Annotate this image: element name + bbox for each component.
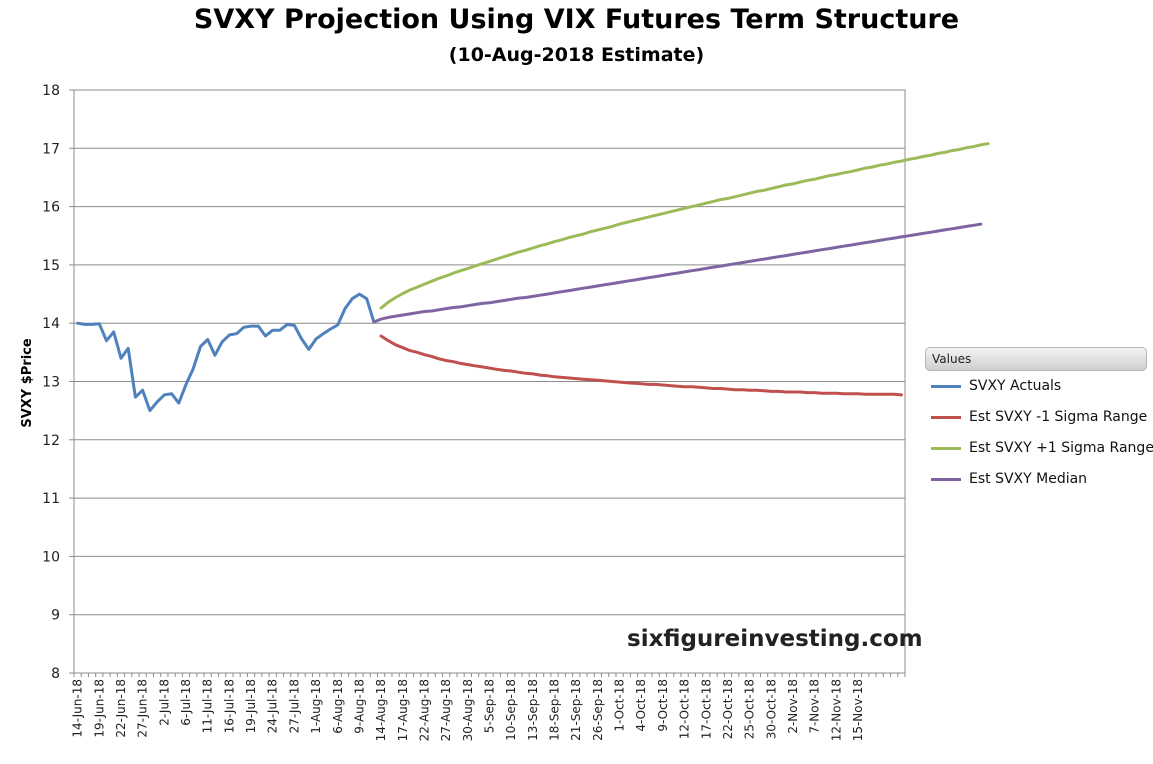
y-tick-label: 17 bbox=[42, 141, 60, 157]
chart-subtitle: (10-Aug-2018 Estimate) bbox=[448, 44, 705, 66]
x-tick-label: 9-Oct-18 bbox=[656, 679, 670, 732]
legend-swatch bbox=[931, 385, 961, 388]
x-tick-label: 6-Aug-18 bbox=[331, 679, 345, 734]
y-tick-label: 9 bbox=[51, 608, 60, 624]
x-tick-label: 9-Aug-18 bbox=[352, 679, 366, 734]
legend-item: Est SVXY +1 Sigma Range bbox=[925, 433, 1153, 464]
legend-label: Est SVXY +1 Sigma Range bbox=[969, 440, 1153, 456]
y-tick-label: 10 bbox=[42, 549, 60, 565]
y-tick-label: 11 bbox=[42, 491, 60, 507]
x-tick-label: 13-Sep-18 bbox=[526, 679, 540, 741]
x-tick-label: 11-Jul-18 bbox=[201, 679, 215, 733]
x-tick-label: 26-Sep-18 bbox=[591, 679, 605, 741]
y-axis-title: SVXY $Price bbox=[20, 338, 35, 428]
x-tick-label: 12-Oct-18 bbox=[678, 679, 692, 739]
series-line-1 bbox=[379, 334, 903, 397]
x-tick-label: 2-Jul-18 bbox=[157, 679, 171, 726]
x-tick-label: 30-Aug-18 bbox=[461, 679, 475, 741]
x-tick-label: 22-Oct-18 bbox=[721, 679, 735, 739]
y-tick-label: 16 bbox=[42, 200, 60, 216]
x-tick-label: 6-Jul-18 bbox=[179, 679, 193, 726]
x-tick-label: 7-Nov-18 bbox=[808, 679, 822, 734]
x-tick-label: 22-Jun-18 bbox=[114, 679, 128, 738]
x-tick-label: 12-Nov-18 bbox=[829, 679, 843, 741]
series-line-2 bbox=[379, 142, 990, 310]
legend-header[interactable]: Values bbox=[925, 347, 1147, 371]
y-tick-label: 8 bbox=[51, 666, 60, 682]
y-tick-label: 15 bbox=[42, 258, 60, 274]
x-tick-label: 30-Oct-18 bbox=[764, 679, 778, 739]
x-tick-label: 2-Nov-18 bbox=[786, 679, 800, 734]
x-tick-label: 18-Sep-18 bbox=[548, 679, 562, 741]
x-tick-label: 1-Aug-18 bbox=[309, 679, 323, 734]
x-tick-label: 14-Jun-18 bbox=[71, 679, 85, 738]
y-tick-label: 12 bbox=[42, 433, 60, 449]
y-tick-label: 18 bbox=[42, 83, 60, 99]
x-tick-label: 27-Jun-18 bbox=[136, 679, 150, 738]
legend-item: SVXY Actuals bbox=[925, 371, 1147, 402]
legend-swatch bbox=[931, 447, 961, 450]
x-tick-label: 16-Jul-18 bbox=[222, 679, 236, 733]
legend-label: SVXY Actuals bbox=[969, 378, 1062, 394]
watermark-text: sixfigureinvesting.com bbox=[627, 626, 923, 652]
legend-item: Est SVXY Median bbox=[925, 464, 1147, 495]
x-tick-label: 25-Oct-18 bbox=[743, 679, 757, 739]
x-tick-label: 27-Aug-18 bbox=[439, 679, 453, 741]
y-tick-label: 13 bbox=[42, 375, 60, 391]
x-tick-label: 22-Aug-18 bbox=[418, 679, 432, 741]
series-line-0 bbox=[76, 292, 376, 413]
y-tick-label: 14 bbox=[42, 316, 60, 332]
series-line-3 bbox=[372, 222, 983, 324]
x-tick-label: 19-Jul-18 bbox=[244, 679, 258, 733]
chart-title: SVXY Projection Using VIX Futures Term S… bbox=[193, 4, 960, 35]
x-tick-label: 14-Aug-18 bbox=[374, 679, 388, 741]
legend-swatch bbox=[931, 478, 961, 481]
legend-label: Est SVXY Median bbox=[969, 471, 1088, 487]
legend-item: Est SVXY -1 Sigma Range bbox=[925, 402, 1147, 433]
x-tick-label: 5-Sep-18 bbox=[483, 679, 497, 733]
legend-label: Est SVXY -1 Sigma Range bbox=[969, 409, 1148, 425]
x-tick-label: 24-Jul-18 bbox=[266, 679, 280, 733]
x-tick-label: 17-Oct-18 bbox=[699, 679, 713, 739]
x-tick-label: 27-Jul-18 bbox=[287, 679, 301, 733]
x-tick-label: 4-Oct-18 bbox=[634, 679, 648, 732]
legend-swatch bbox=[931, 416, 961, 419]
x-tick-label: 21-Sep-18 bbox=[569, 679, 583, 741]
legend: Values SVXY Actuals Est SVXY -1 Sigma Ran… bbox=[925, 347, 1153, 495]
x-tick-label: 17-Aug-18 bbox=[396, 679, 410, 741]
x-tick-label: 10-Sep-18 bbox=[504, 679, 518, 741]
x-tick-label: 15-Nov-18 bbox=[851, 679, 865, 741]
x-tick-label: 19-Jun-18 bbox=[92, 679, 106, 738]
x-tick-label: 1-Oct-18 bbox=[613, 679, 627, 732]
